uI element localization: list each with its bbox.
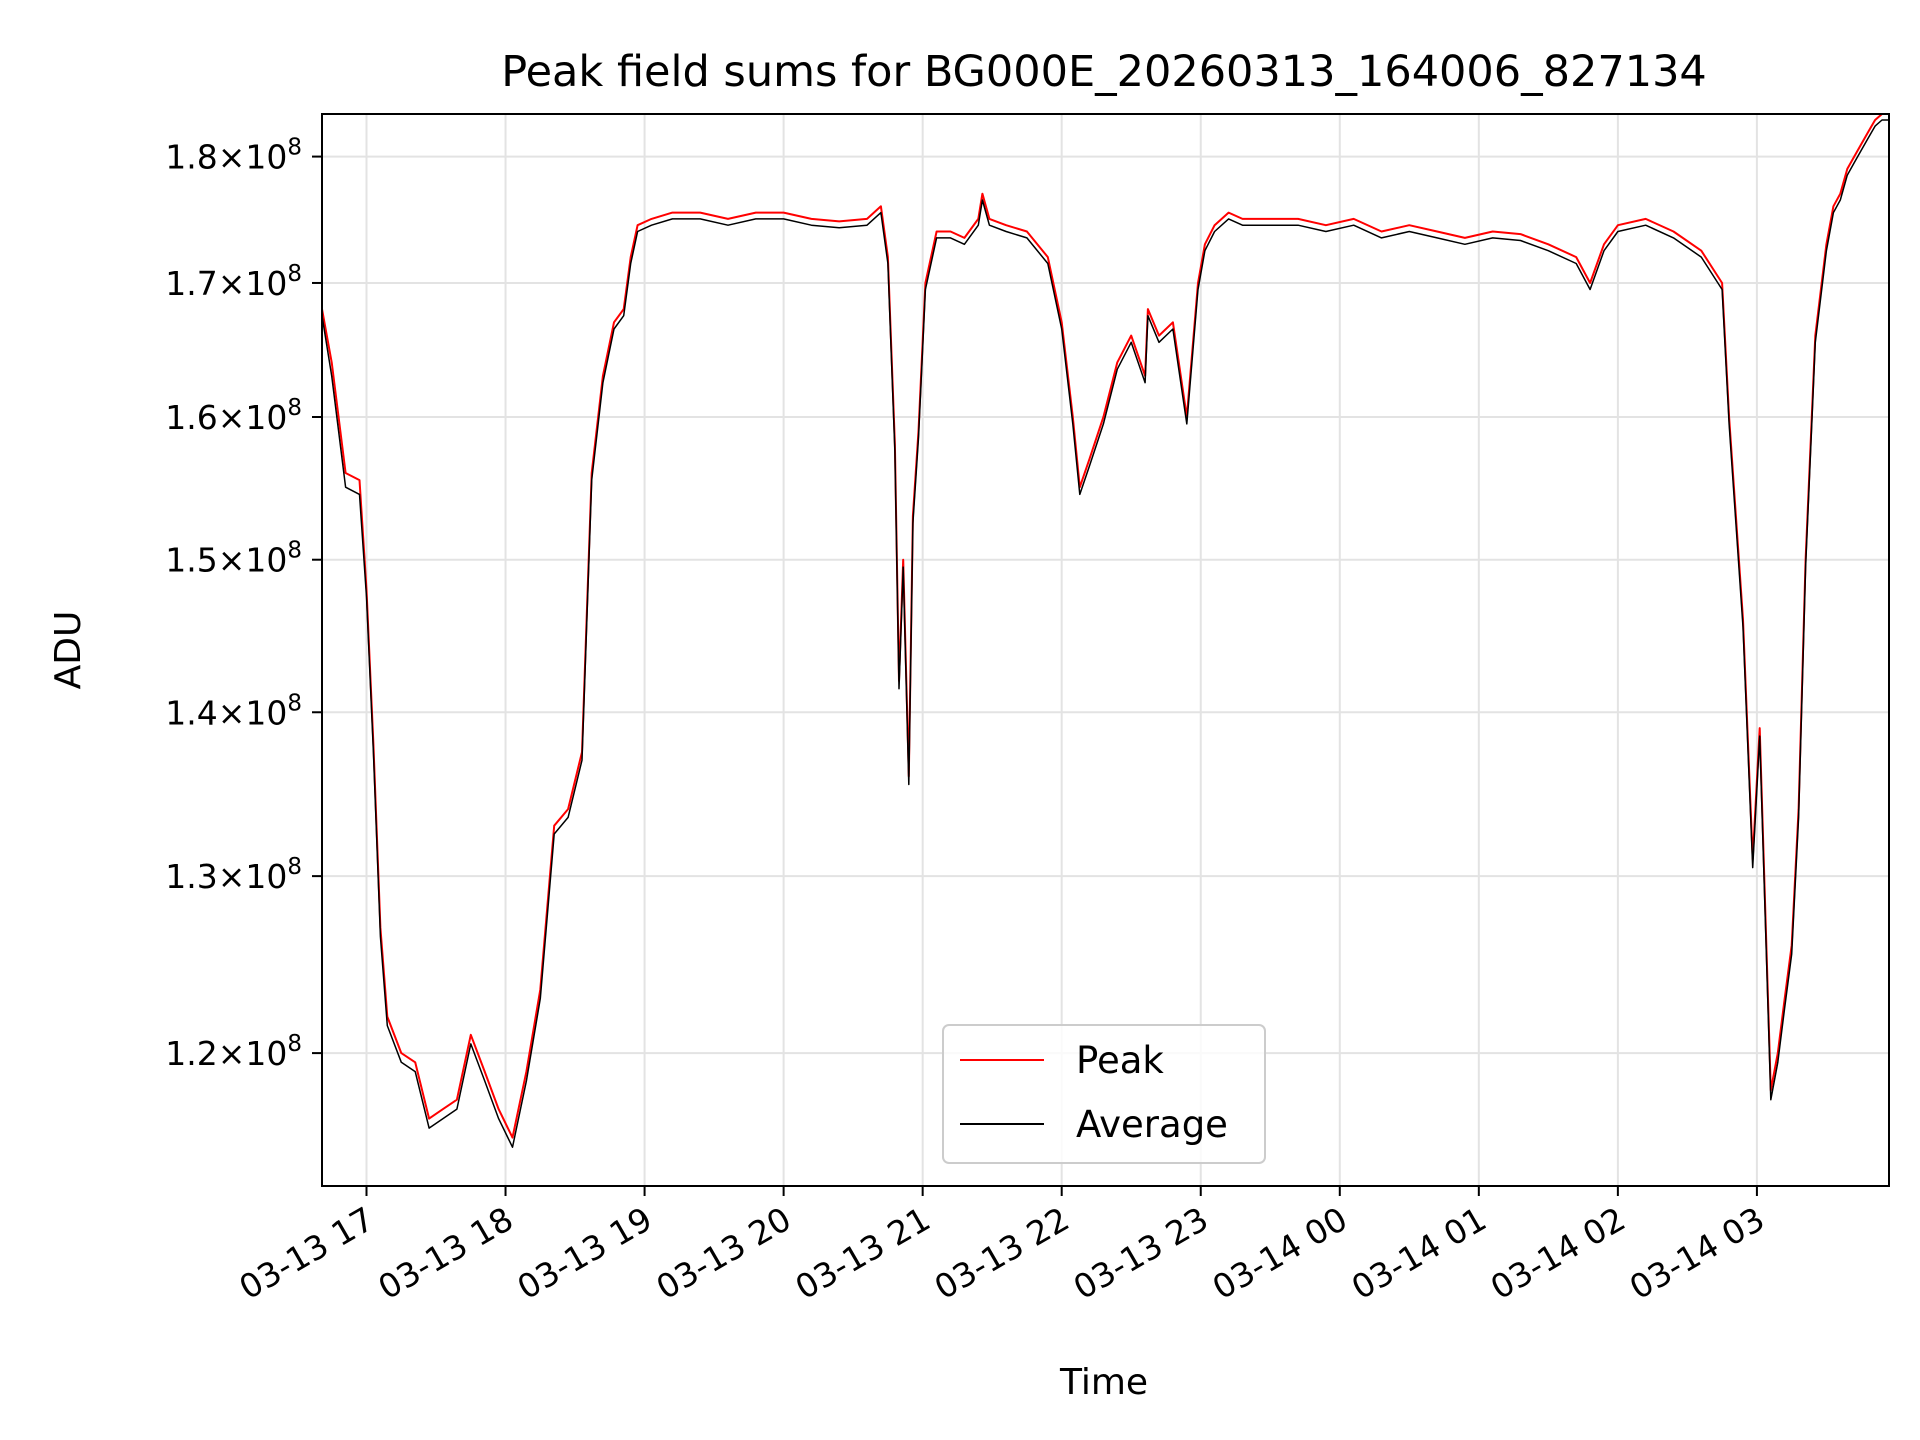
y-axis-label: ADU [48, 611, 89, 690]
plot-frame [321, 113, 1890, 1187]
y-tick-label: 1.3×108 [165, 854, 302, 896]
y-tick-exponent: 8 [287, 690, 302, 716]
y-tick-mantissa: 1.3 [165, 857, 217, 896]
y-tick-label: 1.2×108 [165, 1031, 302, 1073]
y-tick-base: 10 [245, 541, 287, 580]
y-tick-exponent: 8 [287, 538, 302, 564]
legend-label-peak: Peak [1076, 1039, 1164, 1082]
y-tick-mantissa: 1.2 [165, 1034, 217, 1073]
y-tick-mantissa: 1.4 [165, 693, 217, 732]
y-tick-times: × [218, 1034, 246, 1073]
legend-label-average: Average [1076, 1103, 1228, 1146]
y-tick-mantissa: 1.5 [165, 541, 217, 580]
grid [322, 114, 1889, 1186]
series-lines [322, 114, 1889, 1148]
y-tick-times: × [218, 693, 246, 732]
chart-title: Peak field sums for BG000E_20260313_1640… [501, 47, 1707, 97]
y-tick-base: 10 [245, 693, 287, 732]
y-tick-mantissa: 1.6 [165, 398, 217, 437]
y-tick-label: 1.4×108 [165, 690, 302, 732]
y-tick-base: 10 [245, 398, 287, 437]
y-tick-times: × [218, 264, 246, 303]
legend: Peak Average [942, 1024, 1266, 1164]
y-axis-ticks: 1.2×1081.3×1081.4×1081.5×1081.6×1081.7×1… [165, 135, 322, 1073]
y-tick-base: 10 [245, 138, 287, 177]
y-tick-times: × [218, 541, 246, 580]
y-tick-times: × [218, 857, 246, 896]
y-tick-label: 1.6×108 [165, 395, 302, 437]
y-tick-mantissa: 1.7 [165, 264, 217, 303]
y-tick-exponent: 8 [287, 261, 302, 287]
y-tick-base: 10 [245, 1034, 287, 1073]
y-tick-base: 10 [245, 857, 287, 896]
y-tick-label: 1.8×108 [165, 135, 302, 177]
y-tick-exponent: 8 [287, 1031, 302, 1057]
y-tick-times: × [218, 138, 246, 177]
y-tick-times: × [218, 398, 246, 437]
y-tick-exponent: 8 [287, 395, 302, 421]
y-tick-exponent: 8 [287, 854, 302, 880]
y-tick-base: 10 [245, 264, 287, 303]
y-tick-exponent: 8 [287, 135, 302, 161]
y-tick-mantissa: 1.8 [165, 138, 217, 177]
y-tick-label: 1.7×108 [165, 261, 302, 303]
x-axis-label: Time [1059, 1362, 1148, 1403]
y-tick-label: 1.5×108 [165, 538, 302, 580]
series-line-average [322, 119, 1889, 1148]
